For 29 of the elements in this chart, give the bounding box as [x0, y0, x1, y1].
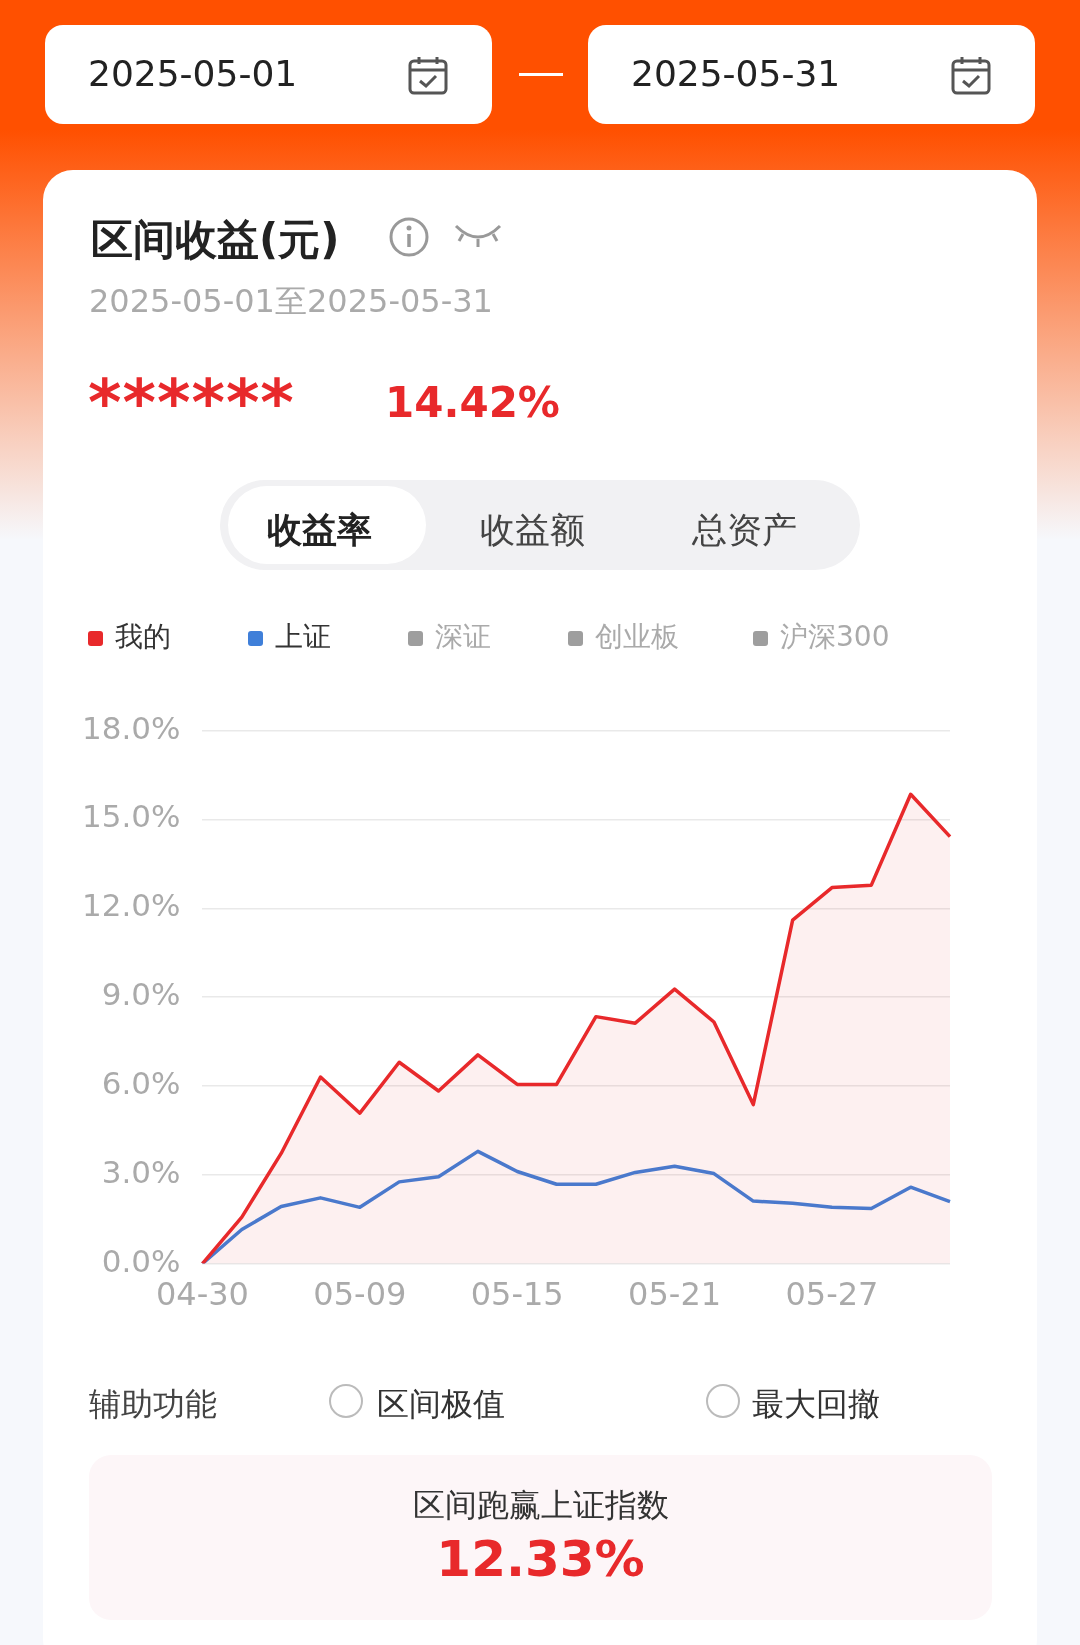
text: 2025-05-31	[631, 53, 841, 94]
x-tick-label: 05-21	[628, 1275, 722, 1314]
legend-label: 沪深300	[779, 619, 890, 655]
y-tick-label: 12.0%	[82, 887, 181, 924]
text: ******	[88, 366, 295, 440]
x-tick-label: 05-15	[470, 1275, 564, 1314]
legend-label: 创业板	[594, 619, 679, 655]
text: 区间跑赢上证指数	[411, 1485, 670, 1526]
y-tick-label: 18.0%	[82, 709, 181, 746]
x-tick-label: 05-09	[313, 1275, 407, 1314]
y-tick-label: 6.0%	[101, 1064, 181, 1101]
chart-title: 区间收益(元)	[91, 214, 340, 266]
text: 收益率	[267, 509, 372, 552]
legend-label: 我的	[114, 619, 171, 655]
text: 最大回撤	[752, 1384, 880, 1425]
text: 收益额	[480, 509, 585, 552]
x-tick-label: 05-27	[785, 1275, 879, 1314]
y-tick-label: 15.0%	[82, 798, 181, 835]
text: 2025-05-01	[88, 53, 298, 94]
y-tick-label: 3.0%	[101, 1153, 181, 1190]
text: 14.42%	[385, 378, 560, 427]
text: 区间极值	[377, 1384, 505, 1425]
legend-label: 上证	[274, 619, 331, 655]
y-tick-label: 9.0%	[101, 976, 181, 1013]
text: 总资产	[692, 509, 797, 552]
text: 辅助功能	[89, 1384, 217, 1425]
chart-subtitle: 2025-05-01至2025-05-31	[89, 281, 493, 322]
text: 12.33%	[435, 1530, 646, 1588]
legend-label: 深证	[434, 619, 491, 655]
